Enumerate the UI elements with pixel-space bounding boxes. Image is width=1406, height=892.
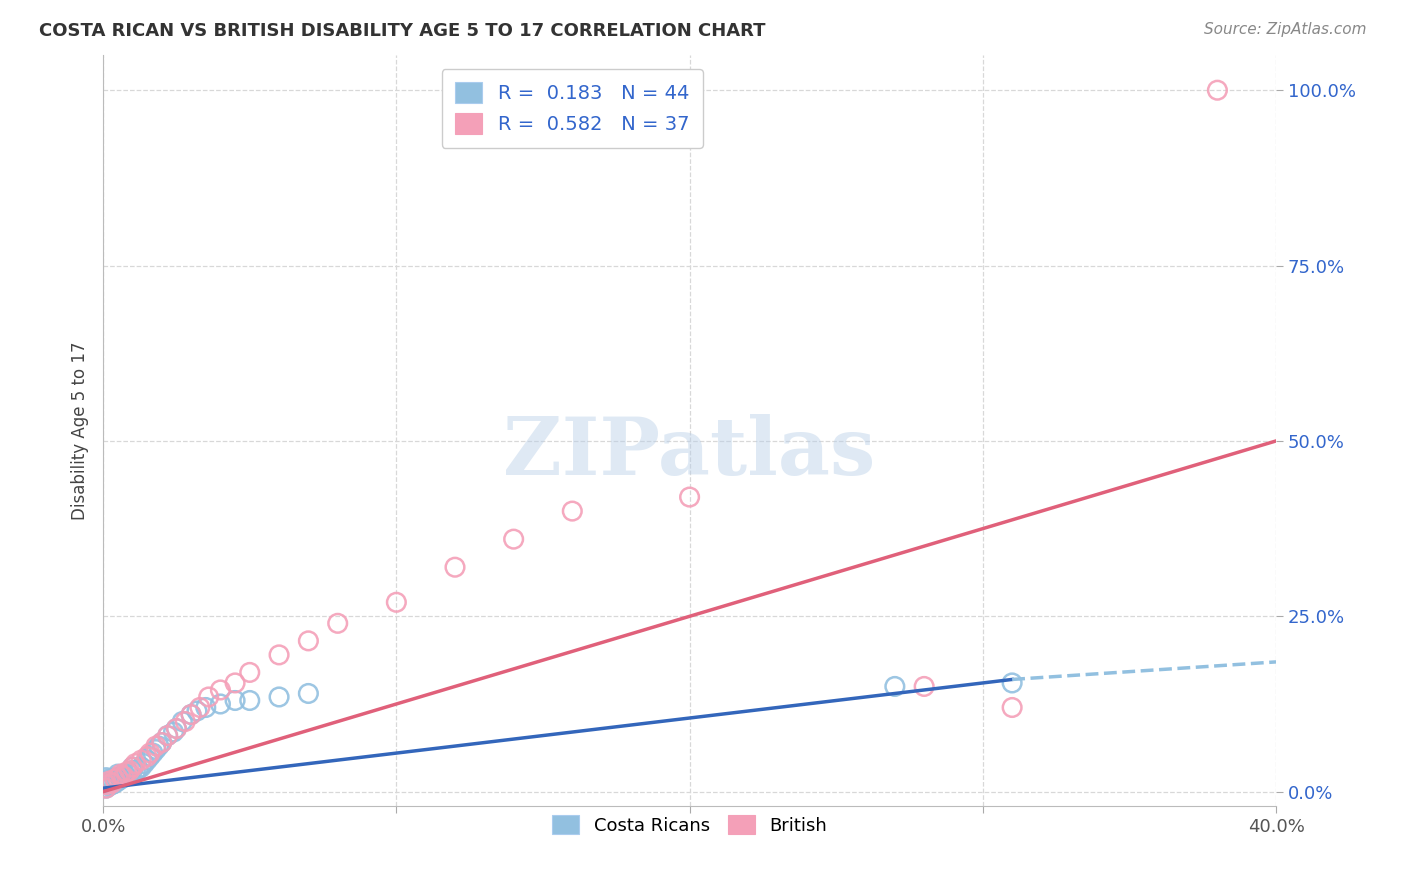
Point bbox=[129, 753, 152, 767]
Point bbox=[150, 735, 173, 749]
Point bbox=[98, 772, 121, 786]
Point bbox=[104, 776, 127, 790]
Point bbox=[883, 680, 905, 694]
Point bbox=[112, 771, 135, 785]
Point bbox=[1001, 676, 1024, 690]
Point bbox=[165, 722, 187, 736]
Point bbox=[101, 778, 124, 792]
Point bbox=[139, 746, 162, 760]
Point bbox=[194, 700, 217, 714]
Point bbox=[98, 779, 121, 793]
Point bbox=[145, 742, 167, 756]
Point bbox=[1001, 700, 1024, 714]
Point bbox=[107, 774, 129, 789]
Point bbox=[678, 490, 700, 504]
Point bbox=[174, 714, 197, 729]
Point bbox=[209, 683, 232, 698]
Point bbox=[136, 749, 159, 764]
Point bbox=[145, 739, 167, 753]
Text: COSTA RICAN VS BRITISH DISABILITY AGE 5 TO 17 CORRELATION CHART: COSTA RICAN VS BRITISH DISABILITY AGE 5 … bbox=[39, 22, 766, 40]
Point bbox=[94, 781, 117, 796]
Point bbox=[101, 776, 124, 790]
Point bbox=[186, 704, 208, 718]
Point bbox=[267, 690, 290, 704]
Point bbox=[124, 765, 146, 780]
Point bbox=[224, 676, 246, 690]
Point bbox=[115, 765, 138, 780]
Point bbox=[197, 690, 219, 704]
Point bbox=[165, 722, 187, 736]
Point bbox=[124, 756, 146, 771]
Point bbox=[94, 771, 117, 785]
Point bbox=[561, 504, 583, 518]
Point bbox=[98, 774, 121, 789]
Point bbox=[162, 725, 184, 739]
Point bbox=[98, 776, 121, 790]
Point bbox=[180, 707, 202, 722]
Point bbox=[142, 746, 165, 760]
Point bbox=[148, 739, 170, 753]
Point bbox=[134, 756, 156, 771]
Point bbox=[115, 769, 138, 783]
Point bbox=[121, 764, 143, 778]
Point bbox=[188, 700, 211, 714]
Point bbox=[297, 633, 319, 648]
Point bbox=[267, 648, 290, 662]
Text: ZIPatlas: ZIPatlas bbox=[503, 414, 876, 492]
Point bbox=[297, 686, 319, 700]
Point bbox=[326, 616, 349, 631]
Point bbox=[502, 532, 524, 546]
Point bbox=[118, 767, 141, 781]
Point bbox=[172, 714, 194, 729]
Point bbox=[112, 767, 135, 781]
Point bbox=[385, 595, 408, 609]
Point bbox=[224, 693, 246, 707]
Point bbox=[129, 760, 152, 774]
Point bbox=[104, 771, 127, 785]
Point bbox=[912, 680, 935, 694]
Legend: Costa Ricans, British: Costa Ricans, British bbox=[541, 805, 838, 846]
Point bbox=[156, 729, 179, 743]
Point bbox=[127, 762, 149, 776]
Text: Source: ZipAtlas.com: Source: ZipAtlas.com bbox=[1204, 22, 1367, 37]
Point bbox=[110, 772, 132, 786]
Y-axis label: Disability Age 5 to 17: Disability Age 5 to 17 bbox=[72, 341, 89, 520]
Point bbox=[150, 735, 173, 749]
Point bbox=[94, 774, 117, 789]
Point bbox=[104, 772, 127, 786]
Point bbox=[209, 697, 232, 711]
Point bbox=[156, 729, 179, 743]
Point bbox=[1206, 83, 1229, 97]
Point bbox=[110, 767, 132, 781]
Point bbox=[107, 767, 129, 781]
Point bbox=[94, 778, 117, 792]
Point bbox=[136, 753, 159, 767]
Point bbox=[180, 707, 202, 722]
Point bbox=[101, 773, 124, 788]
Point bbox=[118, 764, 141, 778]
Point bbox=[94, 778, 117, 792]
Point bbox=[121, 760, 143, 774]
Point bbox=[444, 560, 467, 574]
Point bbox=[107, 771, 129, 785]
Point bbox=[121, 760, 143, 774]
Point bbox=[139, 749, 162, 764]
Point bbox=[239, 693, 262, 707]
Point bbox=[94, 781, 117, 796]
Point bbox=[239, 665, 262, 680]
Point bbox=[112, 769, 135, 783]
